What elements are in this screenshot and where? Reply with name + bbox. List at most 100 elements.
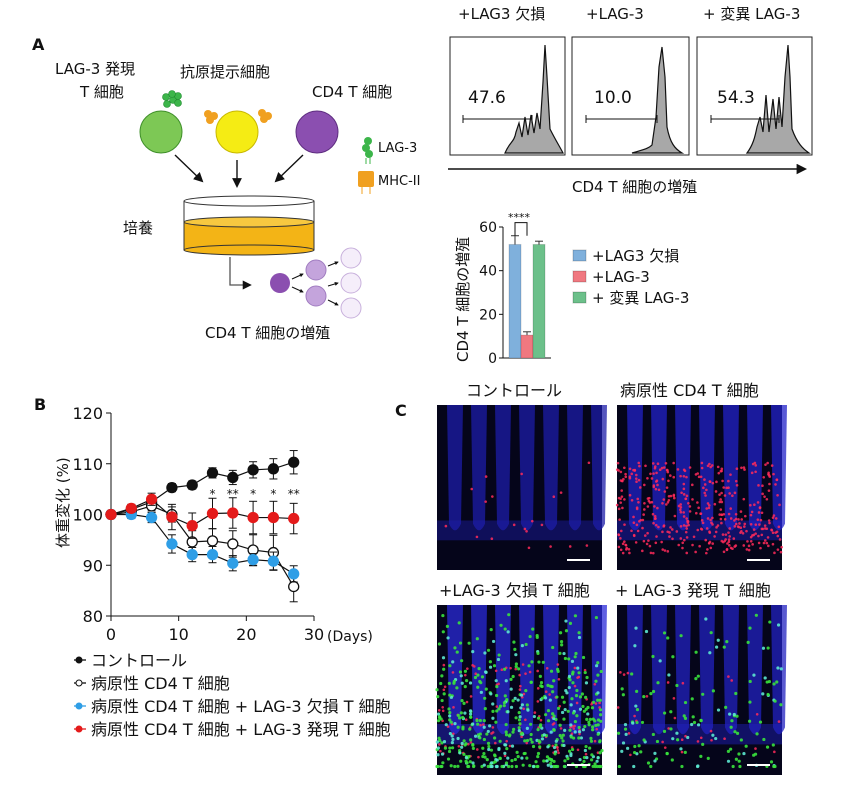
red-cell-dot: [573, 724, 576, 728]
green-cell-dot: [588, 746, 592, 750]
red-cell-dot: [587, 461, 591, 465]
green-cell-dot: [492, 664, 497, 668]
green-cell-dot: [575, 714, 579, 718]
red-cell-dot: [773, 551, 776, 555]
red-cell-dot: [757, 484, 760, 487]
green-cell-dot: [500, 764, 504, 769]
red-cell-dot: [663, 746, 667, 749]
red-cell-dot: [616, 461, 620, 465]
red-cell-dot: [756, 501, 760, 504]
green-cell-dot: [513, 757, 517, 762]
red-cell-dot: [552, 495, 556, 499]
red-cell-dot: [479, 723, 482, 727]
green-cell-dot: [765, 745, 770, 749]
green-cell-dot: [561, 739, 565, 743]
green-cell-dot: [498, 739, 502, 743]
green-cell-dot: [488, 660, 492, 664]
red-cell-dot: [768, 521, 771, 525]
arrow-to-proliferation: [229, 257, 252, 290]
red-cell-dot: [444, 524, 448, 528]
green-cell-dot: [484, 687, 488, 691]
green-cell-dot: [476, 673, 480, 677]
green-cell-dot: [482, 751, 486, 756]
red-cell-dot: [638, 464, 641, 468]
green-cell-dot: [669, 727, 673, 731]
green-cell-dot: [448, 746, 452, 750]
green-cell-dot: [567, 685, 571, 690]
red-cell-dot: [724, 533, 728, 536]
red-cell-dot: [778, 538, 782, 541]
red-cell-dot: [472, 665, 476, 668]
lag3-cell-label: LAG-3 発現: [55, 60, 135, 78]
red-cell-dot: [682, 482, 686, 486]
green-cell-dot: [517, 710, 521, 715]
green-cell-dot: [493, 753, 497, 757]
green-cell-dot: [752, 673, 756, 677]
green-cell-dot: [464, 679, 469, 683]
red-cell-dot: [725, 486, 728, 490]
green-cell-dot: [551, 712, 555, 716]
red-cell-dot: [671, 537, 674, 541]
green-cell-dot: [483, 651, 487, 655]
red-cell-dot: [743, 514, 747, 518]
red-cell-dot: [751, 534, 754, 537]
legend-lag3-label: LAG-3: [378, 141, 417, 156]
green-cell-dot: [491, 709, 495, 713]
red-cell-dot: [669, 494, 673, 498]
green-cell-dot: [502, 701, 507, 705]
green-cell-dot: [469, 712, 473, 716]
green-cell-dot: [520, 643, 524, 648]
red-cell-dot: [669, 526, 672, 529]
red-cell-dot: [598, 701, 601, 705]
green-cell-dot: [582, 755, 587, 760]
red-cell-dot: [576, 748, 580, 752]
red-cell-dot: [714, 530, 718, 534]
red-cell-dot: [670, 528, 674, 531]
green-cell-dot: [709, 631, 713, 635]
red-cell-dot: [452, 732, 455, 736]
green-cell-dot: [635, 720, 639, 725]
green-cell-dot: [460, 745, 464, 749]
green-cell-dot: [556, 667, 560, 671]
green-cell-dot: [506, 756, 510, 760]
green-cell-dot: [585, 717, 589, 721]
red-cell-dot: [746, 540, 749, 543]
red-cell-dot: [593, 739, 597, 743]
tissue-crypt: [747, 405, 763, 531]
red-cell-dot: [632, 515, 635, 519]
red-cell-dot: [654, 523, 658, 527]
red-cell-dot: [635, 473, 638, 477]
red-cell-dot: [573, 666, 577, 670]
arrows-to-dish: [174, 154, 304, 188]
legend-swatch: [572, 249, 587, 262]
green-cell-dot: [665, 752, 669, 756]
green-cell-dot: [779, 703, 783, 707]
red-cell-dot: [619, 671, 622, 674]
data-point: [105, 508, 117, 521]
green-cell-dot: [616, 731, 621, 735]
data-point: [288, 580, 300, 593]
cd4-cell-label: CD4 T 細胞: [312, 83, 392, 101]
micrograph-title: + LAG-3 発現 T 細胞: [615, 581, 771, 600]
green-cell-dot: [621, 693, 625, 697]
green-cell-dot: [567, 657, 571, 661]
green-cell-dot: [656, 681, 660, 685]
green-cell-dot: [476, 685, 480, 689]
green-cell-dot: [486, 741, 491, 746]
red-cell-dot: [578, 732, 581, 736]
red-cell-dot: [681, 681, 685, 685]
green-cell-dot: [552, 679, 556, 683]
green-cell-dot: [581, 704, 585, 709]
green-cell-dot: [742, 751, 746, 756]
red-cell-dot: [722, 512, 726, 516]
green-cell-dot: [458, 751, 462, 755]
red-cell-dot: [557, 751, 560, 755]
red-cell-dot: [729, 473, 732, 476]
red-cell-dot: [650, 477, 654, 480]
green-cell-dot: [468, 681, 473, 685]
red-cell-dot: [777, 525, 781, 529]
green-cell-dot: [715, 645, 719, 649]
green-cell-dot: [475, 637, 479, 641]
green-cell-dot: [733, 730, 737, 734]
green-cell-dot: [535, 635, 539, 639]
